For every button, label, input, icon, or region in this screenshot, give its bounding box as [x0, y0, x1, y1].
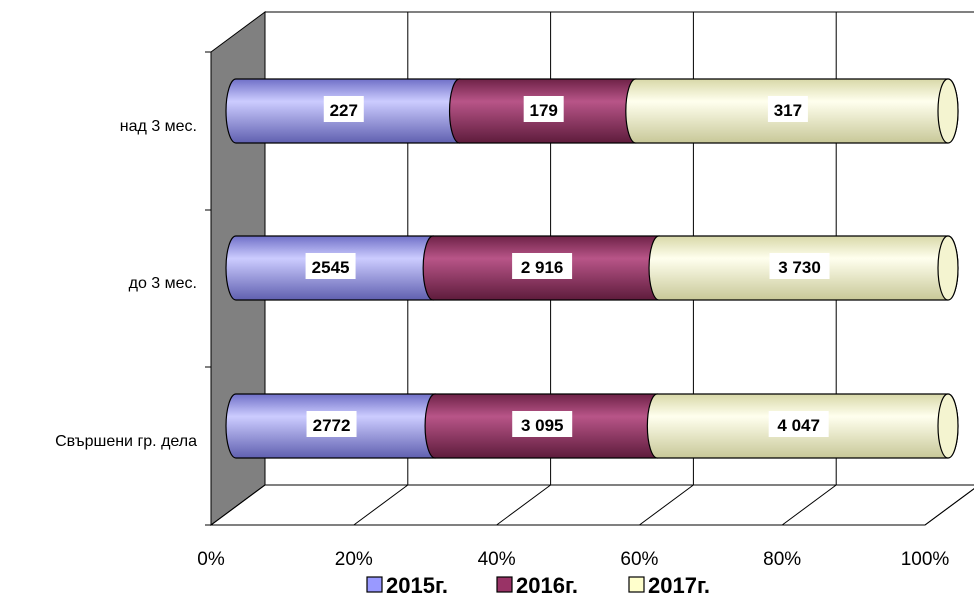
floor-gridline	[353, 484, 409, 526]
x-tick-label: 60%	[620, 549, 658, 570]
bars: 227 179 317 2545 2 916 3 730 2772 3 095 4 047	[225, 78, 959, 459]
data-label-box	[305, 253, 356, 279]
category-label: Свършени гр. дела	[55, 433, 197, 450]
floor-gridline	[924, 488, 974, 526]
floor-gridline	[781, 484, 837, 526]
legend-label: 2016г.	[516, 573, 578, 598]
floor	[209, 484, 974, 526]
data-label: 2 916	[521, 258, 564, 277]
legend-label: 2015г.	[386, 573, 448, 598]
floor-gridline	[210, 484, 266, 526]
category-label: до 3 мес.	[129, 275, 197, 292]
data-label-box	[768, 411, 829, 437]
data-label: 179	[529, 101, 557, 120]
data-label: 3 095	[521, 416, 564, 435]
bar-end-cap	[937, 78, 959, 144]
x-tick-label: 0%	[197, 549, 225, 570]
x-tick-label: 100%	[901, 549, 950, 570]
x-tick-label: 40%	[478, 549, 516, 570]
data-label-box	[769, 253, 830, 279]
legend-swatch	[496, 576, 513, 593]
x-tick-label: 20%	[335, 549, 373, 570]
x-tick-labels: 0% 20% 40% 60% 80% 100%	[197, 549, 949, 570]
data-label-box	[512, 253, 573, 279]
data-label: 4 047	[777, 416, 820, 435]
data-label-box	[306, 411, 357, 437]
x-tick-label: 80%	[763, 549, 801, 570]
legend-swatch	[628, 576, 645, 593]
legend: 2015г. 2016г. 2017г.	[366, 573, 710, 598]
category-label: над 3 мес.	[120, 118, 197, 135]
data-label-box	[512, 411, 573, 437]
data-label-box	[523, 96, 564, 122]
category-labels: над 3 мес. до 3 мес. Свършени гр. дела	[55, 118, 197, 450]
bar-end-cap	[937, 235, 959, 301]
floor-gridline	[639, 484, 694, 526]
legend-swatch	[366, 576, 383, 593]
legend-label: 2017г.	[648, 573, 710, 598]
data-label-box	[767, 96, 808, 122]
data-label: 2772	[313, 416, 351, 435]
bar-end-cap	[937, 393, 959, 459]
floor-gridline	[496, 484, 551, 526]
data-label: 2545	[312, 258, 350, 277]
data-label-box	[323, 96, 364, 122]
data-label: 317	[774, 101, 802, 120]
data-label: 3 730	[778, 258, 821, 277]
data-label: 227	[330, 101, 358, 120]
